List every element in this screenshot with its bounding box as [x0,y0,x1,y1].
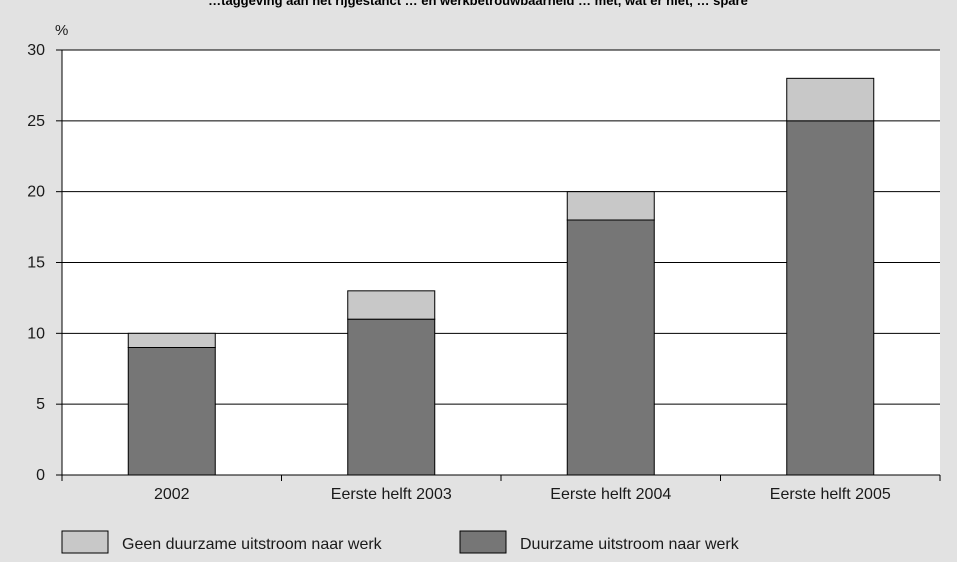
bar-segment [127,347,216,476]
bar-segment [127,332,216,349]
x-category-label: Eerste helft 2003 [331,486,452,503]
bars [127,77,875,476]
bar-segment [786,120,875,476]
legend-label: Duurzame uitstroom naar werk [520,536,740,553]
y-tick-label: 20 [27,184,45,201]
chart-title: …taggeving aan het rijgestanct … en werk… [208,0,748,8]
bar-segment [347,290,436,320]
legend-label: Geen duurzame uitstroom naar werk [122,536,383,553]
x-category-label: 2002 [154,486,190,503]
legend-swatch [61,530,109,554]
bar-segment [786,77,875,122]
y-tick-label: 30 [27,42,45,59]
x-category-label: Eerste helft 2004 [550,486,671,503]
legend-swatch [459,530,507,554]
bar-segment [566,219,655,476]
bar-segment [566,191,655,221]
axes [56,49,941,481]
x-category-label: Eerste helft 2005 [770,486,891,503]
y-tick-label: 10 [27,325,45,342]
y-tick-label: 5 [36,396,45,413]
y-tick-label: 25 [27,113,45,130]
x-category-labels: 2002 Eerste helft 2003 Eerste helft 2004 Ee… [154,486,891,503]
y-unit-label: % [55,22,68,39]
y-tick-label: 0 [36,467,45,484]
bar-segment [347,318,436,476]
y-tick-labels: 0 5 10 15 20 25 30 [27,42,45,484]
legend: Geen duurzame uitstroom naar werk Duurzam… [61,530,740,554]
y-tick-label: 15 [27,255,45,272]
